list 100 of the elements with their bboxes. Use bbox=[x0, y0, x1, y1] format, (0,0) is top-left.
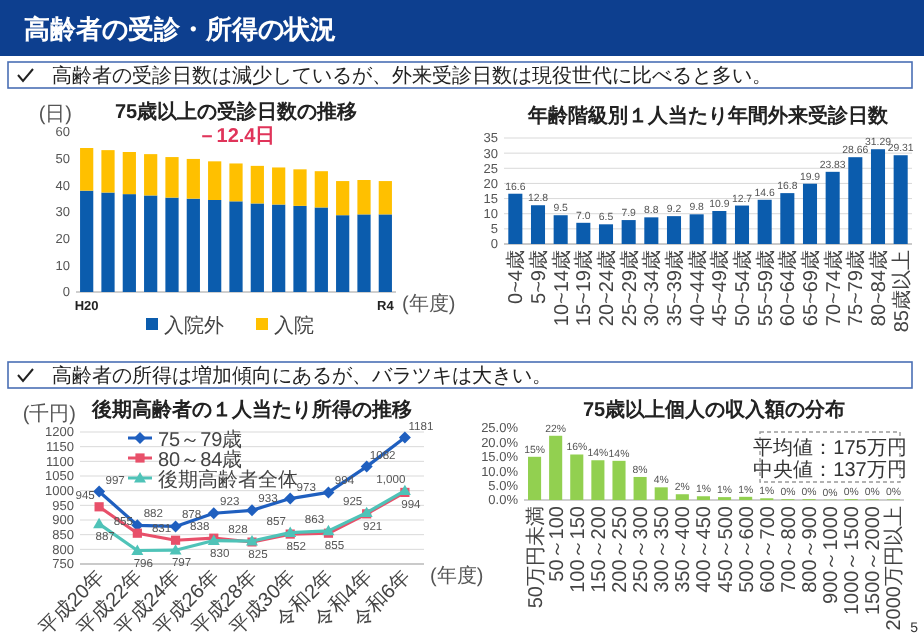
legend-label: 80～84歳 bbox=[158, 448, 243, 472]
point bbox=[169, 544, 182, 555]
legend-label: 75～79歳 bbox=[158, 428, 243, 452]
bar bbox=[250, 203, 264, 292]
legend-label: 入院外 bbox=[164, 314, 224, 338]
x-tick-label: 65~69歳 bbox=[799, 250, 823, 327]
bar bbox=[528, 456, 542, 500]
bar bbox=[654, 487, 668, 500]
bar bbox=[186, 158, 200, 199]
x-tick-label: 350～400 bbox=[673, 505, 696, 593]
x-tick-label: 250～300 bbox=[631, 505, 654, 593]
x-tick-label: 35~39歳 bbox=[663, 250, 687, 327]
x-tick-label: 1500～2000 bbox=[863, 505, 886, 615]
bar bbox=[549, 435, 563, 500]
bar bbox=[293, 169, 307, 206]
bar bbox=[144, 195, 158, 292]
x-axis-title: (年度) bbox=[402, 292, 456, 316]
x-tick-label: 100～150 bbox=[567, 505, 590, 593]
x-tick-label: 900～1000 bbox=[821, 505, 844, 604]
x-tick-label: 25~29歳 bbox=[617, 250, 642, 327]
bar bbox=[689, 214, 704, 244]
bar bbox=[644, 217, 659, 244]
bar bbox=[357, 180, 371, 215]
point bbox=[398, 431, 411, 444]
x-tick-label: 500～600 bbox=[736, 505, 759, 593]
bar bbox=[530, 205, 546, 244]
bar bbox=[848, 157, 863, 244]
x-tick-label: 15~19歳 bbox=[572, 250, 597, 327]
text: 高齢者の受診・所得の状況 bbox=[24, 14, 336, 44]
bar bbox=[336, 215, 350, 292]
annotation: －12.4日 bbox=[196, 125, 276, 148]
bar bbox=[508, 193, 523, 244]
bar bbox=[570, 454, 584, 500]
x-tick-label: 10~14歳 bbox=[549, 250, 574, 327]
bar bbox=[802, 183, 818, 244]
bar bbox=[208, 200, 222, 292]
point bbox=[132, 528, 142, 538]
legend-label: 入院 bbox=[274, 314, 314, 338]
bar bbox=[553, 215, 568, 244]
x-tick-label: 50～100 bbox=[546, 505, 569, 582]
annotation: 中央値：137万円 bbox=[753, 458, 907, 482]
legend-label: 後期高齢者全体 bbox=[158, 468, 298, 492]
x-tick-label: 450～500 bbox=[715, 505, 738, 593]
bar bbox=[598, 224, 614, 244]
x-tick-label: 30~34歳 bbox=[640, 250, 665, 327]
x-tick-label: 800～900 bbox=[800, 505, 822, 593]
annotation: 平均値：175万円 bbox=[753, 436, 907, 460]
point bbox=[246, 504, 258, 517]
x-tick-label: 400～450 bbox=[694, 505, 717, 593]
bar bbox=[293, 205, 307, 292]
chart-title: 年齢階級別１人当たり年間外来受診日数 bbox=[526, 104, 890, 128]
x-tick-label: 700～800 bbox=[778, 505, 801, 593]
bar bbox=[870, 149, 886, 244]
bar bbox=[80, 148, 94, 191]
bar bbox=[250, 165, 264, 204]
bar bbox=[675, 494, 689, 500]
bar bbox=[825, 171, 840, 244]
bar bbox=[165, 157, 179, 198]
bar bbox=[591, 460, 605, 500]
bar bbox=[893, 155, 908, 244]
x-tick-label: 50~54歳 bbox=[731, 250, 755, 327]
x-tick-label: 60~64歳 bbox=[776, 250, 801, 327]
x-tick-label: 70~74歳 bbox=[821, 250, 846, 327]
y-axis-title: (千円) bbox=[22, 402, 76, 426]
bar bbox=[780, 193, 795, 244]
bar bbox=[80, 190, 94, 292]
bar bbox=[621, 220, 636, 244]
bar bbox=[314, 171, 328, 208]
x-tick-label: 200～250 bbox=[610, 505, 632, 593]
bar bbox=[272, 204, 286, 292]
x-axis-title: (年度) bbox=[430, 564, 484, 588]
bar bbox=[633, 476, 647, 500]
bar bbox=[757, 199, 772, 244]
x-tick-label: 80~84歳 bbox=[867, 250, 891, 327]
bar bbox=[272, 167, 286, 205]
bar bbox=[165, 197, 179, 292]
point bbox=[93, 485, 106, 498]
bar bbox=[576, 222, 591, 244]
x-tick-label: 40~44歳 bbox=[685, 250, 710, 327]
chart-title: 後期高齢者の１人当たり所得の推移 bbox=[90, 398, 412, 422]
bar bbox=[101, 192, 115, 292]
bar bbox=[378, 214, 392, 292]
x-tick-label: 2000万円以上 bbox=[882, 506, 907, 631]
bar bbox=[144, 154, 158, 196]
x-tick-label: 150～200 bbox=[588, 505, 611, 593]
bar bbox=[229, 201, 243, 292]
bar bbox=[122, 152, 136, 195]
x-tick-label: 5~9歳 bbox=[527, 250, 551, 304]
x-tick-label: 75~79歳 bbox=[844, 250, 869, 327]
x-tick-label: 55~59歳 bbox=[753, 250, 778, 327]
chart-title: 75歳以上個人の収入額の分布 bbox=[582, 398, 846, 422]
x-tick-label: 85歳以上 bbox=[889, 250, 914, 333]
x-tick-label: 50万円未満 bbox=[523, 506, 548, 609]
x-tick-label: 0~4歳 bbox=[504, 250, 529, 304]
point bbox=[284, 492, 297, 505]
bar bbox=[378, 181, 392, 215]
x-tick-label: 600～700 bbox=[757, 505, 780, 593]
bar bbox=[122, 194, 136, 292]
point bbox=[169, 520, 182, 533]
bar bbox=[336, 181, 350, 216]
